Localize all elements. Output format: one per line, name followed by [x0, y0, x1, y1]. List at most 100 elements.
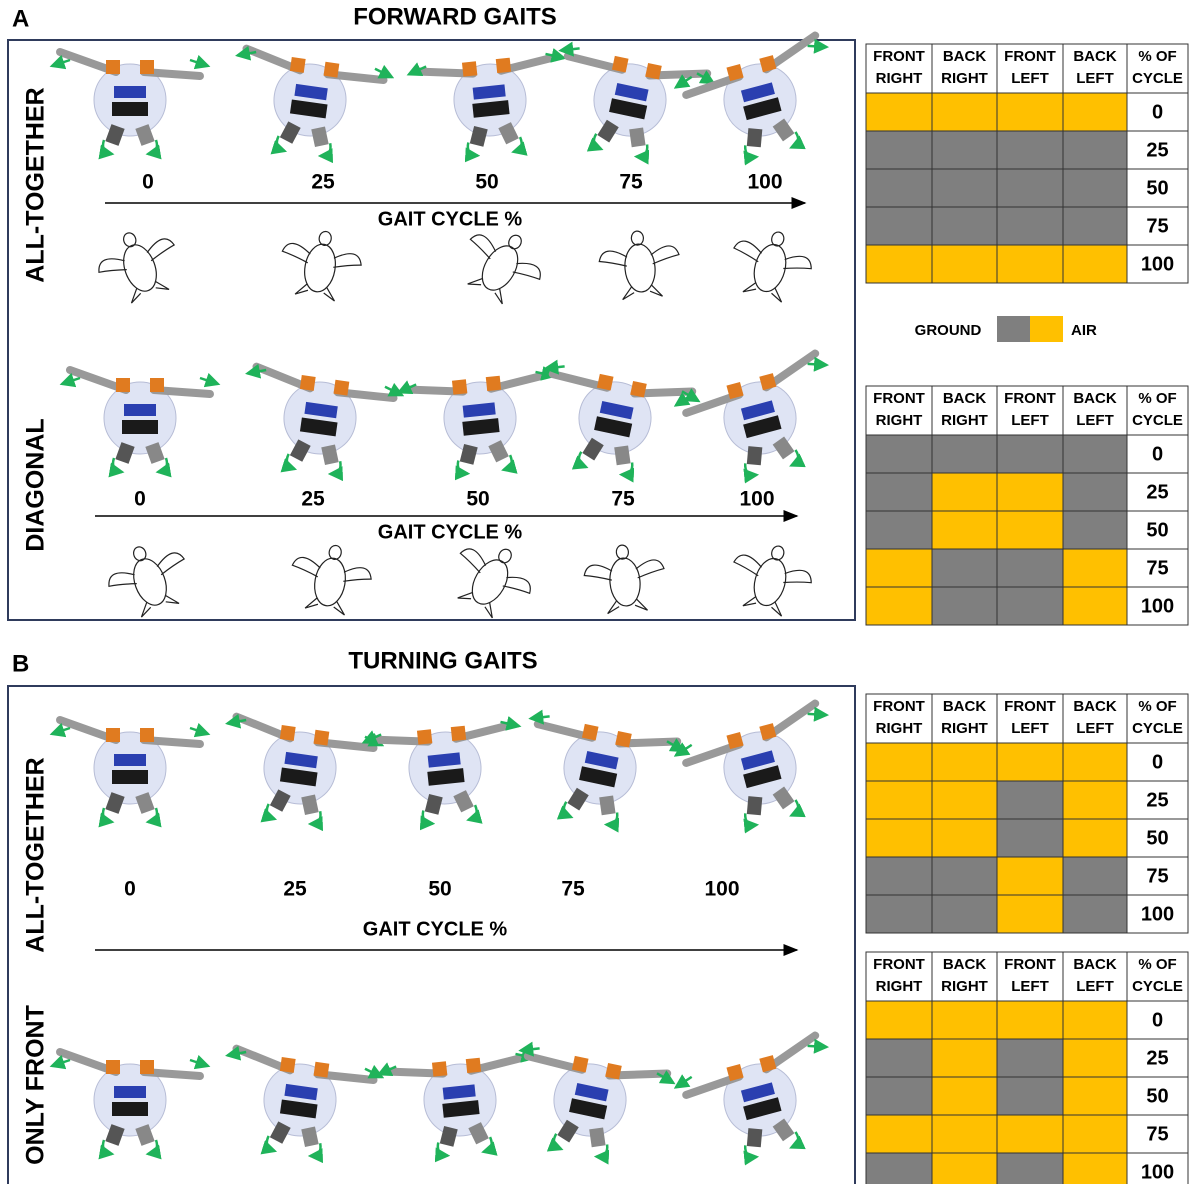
axis-label: GAIT CYCLE % — [363, 918, 508, 940]
percent-label: 0 — [1152, 1009, 1163, 1031]
gait-tick-label: 75 — [619, 171, 643, 194]
turtle-flipper — [295, 282, 309, 296]
percent-label: 75 — [1146, 215, 1168, 237]
state-cell — [932, 1077, 997, 1115]
battery — [112, 1102, 148, 1116]
motion-arrow — [190, 60, 208, 66]
turtle-flipper — [96, 254, 128, 279]
state-cell — [1063, 207, 1127, 245]
gait-tick-label: 0 — [142, 171, 154, 194]
column-header: RIGHT — [876, 978, 923, 995]
state-cell — [866, 587, 932, 625]
circuit-board — [114, 754, 146, 766]
state-cell — [997, 435, 1063, 473]
turtle-sketch — [450, 216, 553, 314]
column-header: FRONT — [1004, 698, 1056, 715]
state-cell — [866, 1039, 932, 1077]
state-cell — [1063, 895, 1127, 933]
state-cell — [932, 1115, 997, 1153]
servo — [645, 63, 662, 80]
state-cell — [1063, 511, 1127, 549]
state-cell — [1063, 819, 1127, 857]
state-cell — [866, 781, 932, 819]
servo — [106, 60, 120, 74]
motion-arrow — [52, 728, 70, 734]
column-header: FRONT — [1004, 390, 1056, 407]
percent-label: 25 — [1146, 1047, 1168, 1069]
servo — [452, 379, 467, 394]
turtle-head — [506, 233, 523, 251]
column-header: CYCLE — [1132, 412, 1183, 429]
state-cell — [997, 1115, 1063, 1153]
state-cell — [932, 473, 997, 511]
column-header: RIGHT — [941, 412, 988, 429]
turtle-head — [496, 547, 513, 565]
gait-tick-label: 0 — [134, 488, 146, 511]
column-header: CYCLE — [1132, 978, 1183, 995]
back-flipper — [747, 128, 763, 147]
state-cell — [997, 473, 1063, 511]
percent-label: 100 — [1141, 253, 1174, 275]
column-header: RIGHT — [941, 978, 988, 995]
circuit-board — [124, 404, 156, 416]
back-flipper — [629, 127, 645, 147]
percent-label: 0 — [1152, 101, 1163, 123]
state-cell — [866, 1077, 932, 1115]
column-header: BACK — [943, 698, 986, 715]
column-header: LEFT — [1076, 720, 1114, 737]
state-cell — [1063, 1153, 1127, 1184]
state-cell — [1063, 857, 1127, 895]
servo — [451, 726, 466, 741]
motion-arrow — [190, 1060, 208, 1066]
column-header: RIGHT — [876, 720, 923, 737]
legend-label: GROUND — [915, 322, 982, 339]
servo — [106, 1060, 120, 1074]
column-header: % OF — [1138, 956, 1176, 973]
column-header: BACK — [1073, 956, 1116, 973]
circuit-board — [114, 1086, 146, 1098]
state-cell — [997, 587, 1063, 625]
gait-tick-label: 25 — [283, 878, 307, 901]
motion-arrow — [200, 378, 218, 384]
gait-tick-label: 50 — [466, 488, 489, 511]
column-header: % OF — [1138, 390, 1176, 407]
column-header: BACK — [943, 956, 986, 973]
servo — [496, 58, 511, 73]
gait-tick-label: 100 — [739, 488, 774, 511]
turtle-flipper — [467, 231, 500, 259]
state-cell — [866, 743, 932, 781]
state-cell — [866, 93, 932, 131]
robot-illustration — [363, 720, 528, 830]
state-cell — [997, 169, 1063, 207]
turtle-flipper — [583, 564, 612, 583]
state-cell — [997, 857, 1063, 895]
row-label: ALL-TOGETHER — [22, 87, 50, 282]
servo — [324, 62, 340, 78]
servo — [462, 61, 477, 76]
servo — [605, 1063, 622, 1080]
turtle-flipper — [743, 280, 758, 295]
turtle-shell — [128, 554, 173, 609]
state-cell — [997, 895, 1063, 933]
column-header: BACK — [1073, 48, 1116, 65]
column-header: FRONT — [1004, 956, 1056, 973]
state-cell — [866, 435, 932, 473]
back-flipper — [589, 1127, 605, 1147]
state-cell — [997, 819, 1063, 857]
state-cell — [866, 895, 932, 933]
state-cell — [866, 207, 932, 245]
turtle-flipper — [458, 588, 474, 604]
servo — [615, 731, 632, 748]
column-header: RIGHT — [941, 720, 988, 737]
column-header: LEFT — [1076, 978, 1114, 995]
state-cell — [997, 93, 1063, 131]
turtle-sketch — [597, 228, 683, 302]
motion-arrow — [674, 1077, 693, 1087]
circuit-board — [114, 86, 146, 98]
robot-illustration — [52, 1052, 208, 1154]
state-cell — [866, 857, 932, 895]
turtle-flipper — [782, 566, 813, 589]
legend-label: AIR — [1071, 322, 1097, 339]
percent-label: 75 — [1146, 557, 1168, 579]
column-header: RIGHT — [941, 70, 988, 87]
